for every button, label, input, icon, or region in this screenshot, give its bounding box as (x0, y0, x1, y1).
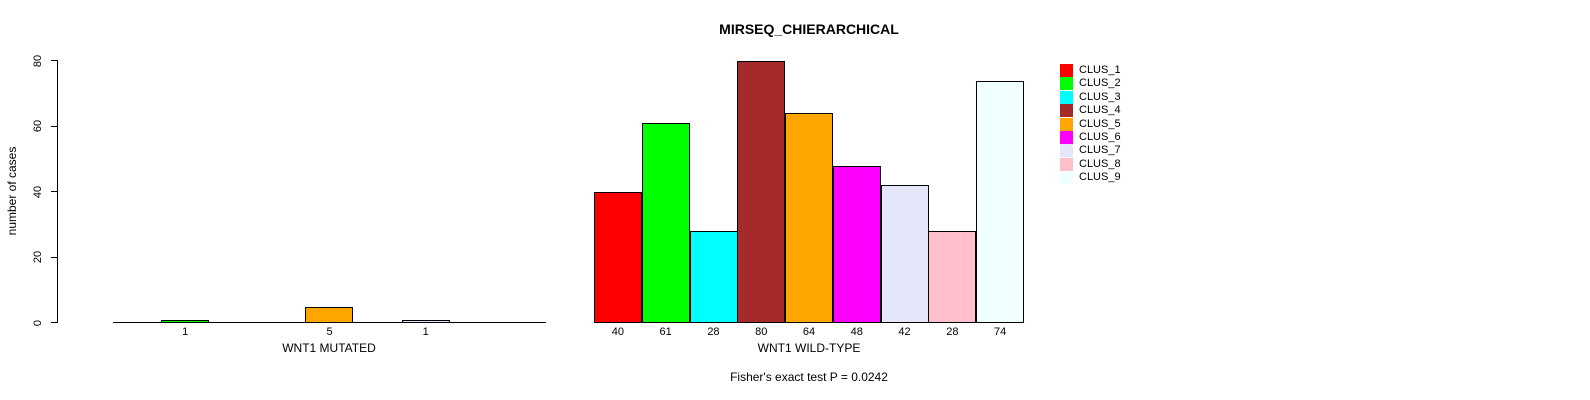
legend-item-clus_3: CLUS_3 (1060, 90, 1140, 104)
legend-label: CLUS_6 (1079, 131, 1121, 143)
fisher-test-annotation: Fisher's exact test P = 0.0242 (730, 370, 888, 384)
legend-item-clus_1: CLUS_1 (1060, 64, 1140, 77)
legend-swatch-clus_5 (1060, 117, 1073, 131)
y-tick-mark (51, 60, 57, 61)
bar-value-label: 48 (850, 326, 863, 338)
legend-swatch-clus_7 (1060, 144, 1073, 158)
y-tick-label: 20 (32, 250, 44, 264)
bar-clus_9-panel2 (976, 81, 1024, 323)
bar-value-label: 80 (755, 326, 768, 338)
bar-value-label: 28 (946, 326, 959, 338)
legend-swatch-clus_3 (1060, 90, 1073, 104)
legend-swatch-clus_1 (1060, 64, 1073, 77)
bar-clus_1-panel2 (594, 192, 642, 323)
bar-value-label: 40 (611, 326, 624, 338)
legend-item-clus_8: CLUS_8 (1060, 157, 1140, 171)
y-tick-label: 0 (32, 319, 44, 326)
y-tick-label: 40 (32, 185, 44, 198)
chart-title: MIRSEQ_CHIERARCHICAL (719, 21, 899, 37)
legend-label: CLUS_4 (1079, 104, 1121, 117)
y-tick-label: 60 (32, 119, 44, 133)
legend-item-clus_4: CLUS_4 (1060, 104, 1140, 118)
bar-value-label: 28 (707, 326, 720, 338)
y-axis-line (57, 60, 58, 323)
bar-clus_3-panel2 (690, 231, 738, 323)
bar-clus_4-panel2 (737, 61, 785, 323)
legend-item-clus_2: CLUS_2 (1060, 77, 1140, 91)
y-tick-label: 80 (32, 54, 44, 67)
legend-swatch-clus_8 (1060, 157, 1073, 171)
bar-clus_2-panel2 (642, 123, 690, 323)
legend-label: CLUS_3 (1079, 90, 1121, 103)
legend-swatch-clus_4 (1060, 104, 1073, 118)
bar-clus_7-panel2 (881, 185, 929, 323)
legend-label: CLUS_5 (1079, 117, 1121, 130)
legend-label: CLUS_8 (1079, 157, 1121, 170)
legend-swatch-clus_6 (1060, 131, 1073, 144)
y-axis-label: number of cases (5, 146, 19, 236)
legend-label: CLUS_7 (1079, 144, 1121, 157)
bar-value-label: 1 (422, 326, 429, 338)
bar-clus_6-panel2 (833, 166, 881, 323)
legend-label: CLUS_1 (1079, 64, 1121, 76)
legend-label: CLUS_9 (1079, 171, 1121, 184)
bar-value-label: 42 (898, 326, 911, 338)
bar-value-label: 64 (802, 326, 816, 338)
bar-clus_5-panel1 (305, 307, 353, 323)
legend-swatch-clus_2 (1060, 77, 1073, 91)
bar-clus_7-panel1 (402, 320, 450, 323)
y-tick-mark (51, 256, 57, 258)
legend-label: CLUS_2 (1079, 77, 1121, 90)
x-axis-label-mutated: WNT1 MUTATED (282, 341, 376, 355)
y-tick-mark (51, 125, 57, 127)
bar-value-label: 61 (659, 326, 672, 338)
bar-value-label: 5 (326, 326, 333, 338)
bar-clus_8-panel2 (928, 231, 976, 323)
bar-value-label: 74 (993, 326, 1007, 338)
bar-clus_2-panel1 (161, 320, 209, 323)
y-tick-mark (51, 191, 57, 192)
legend-item-clus_7: CLUS_7 (1060, 144, 1140, 158)
x-axis-label-wildtype: WNT1 WILD-TYPE (757, 341, 861, 355)
y-tick-mark (51, 322, 57, 323)
legend-item-clus_5: CLUS_5 (1060, 117, 1140, 131)
bar-clus_5-panel2 (785, 113, 833, 323)
legend-swatch-clus_9 (1060, 171, 1073, 185)
legend-item-clus_9: CLUS_9 (1060, 171, 1140, 185)
bar-value-label: 1 (182, 326, 189, 338)
legend-item-clus_6: CLUS_6 (1060, 131, 1140, 144)
